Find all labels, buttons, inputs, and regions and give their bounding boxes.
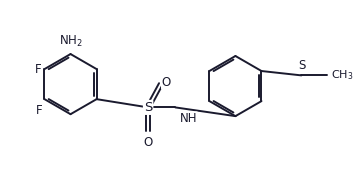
Text: NH: NH bbox=[180, 112, 197, 125]
Text: CH$_3$: CH$_3$ bbox=[330, 68, 353, 82]
Text: F: F bbox=[35, 63, 41, 76]
Text: S: S bbox=[298, 58, 305, 71]
Text: NH$_2$: NH$_2$ bbox=[59, 34, 83, 49]
Text: O: O bbox=[143, 136, 152, 149]
Text: O: O bbox=[162, 76, 171, 89]
Text: S: S bbox=[144, 101, 152, 114]
Text: F: F bbox=[36, 104, 43, 117]
